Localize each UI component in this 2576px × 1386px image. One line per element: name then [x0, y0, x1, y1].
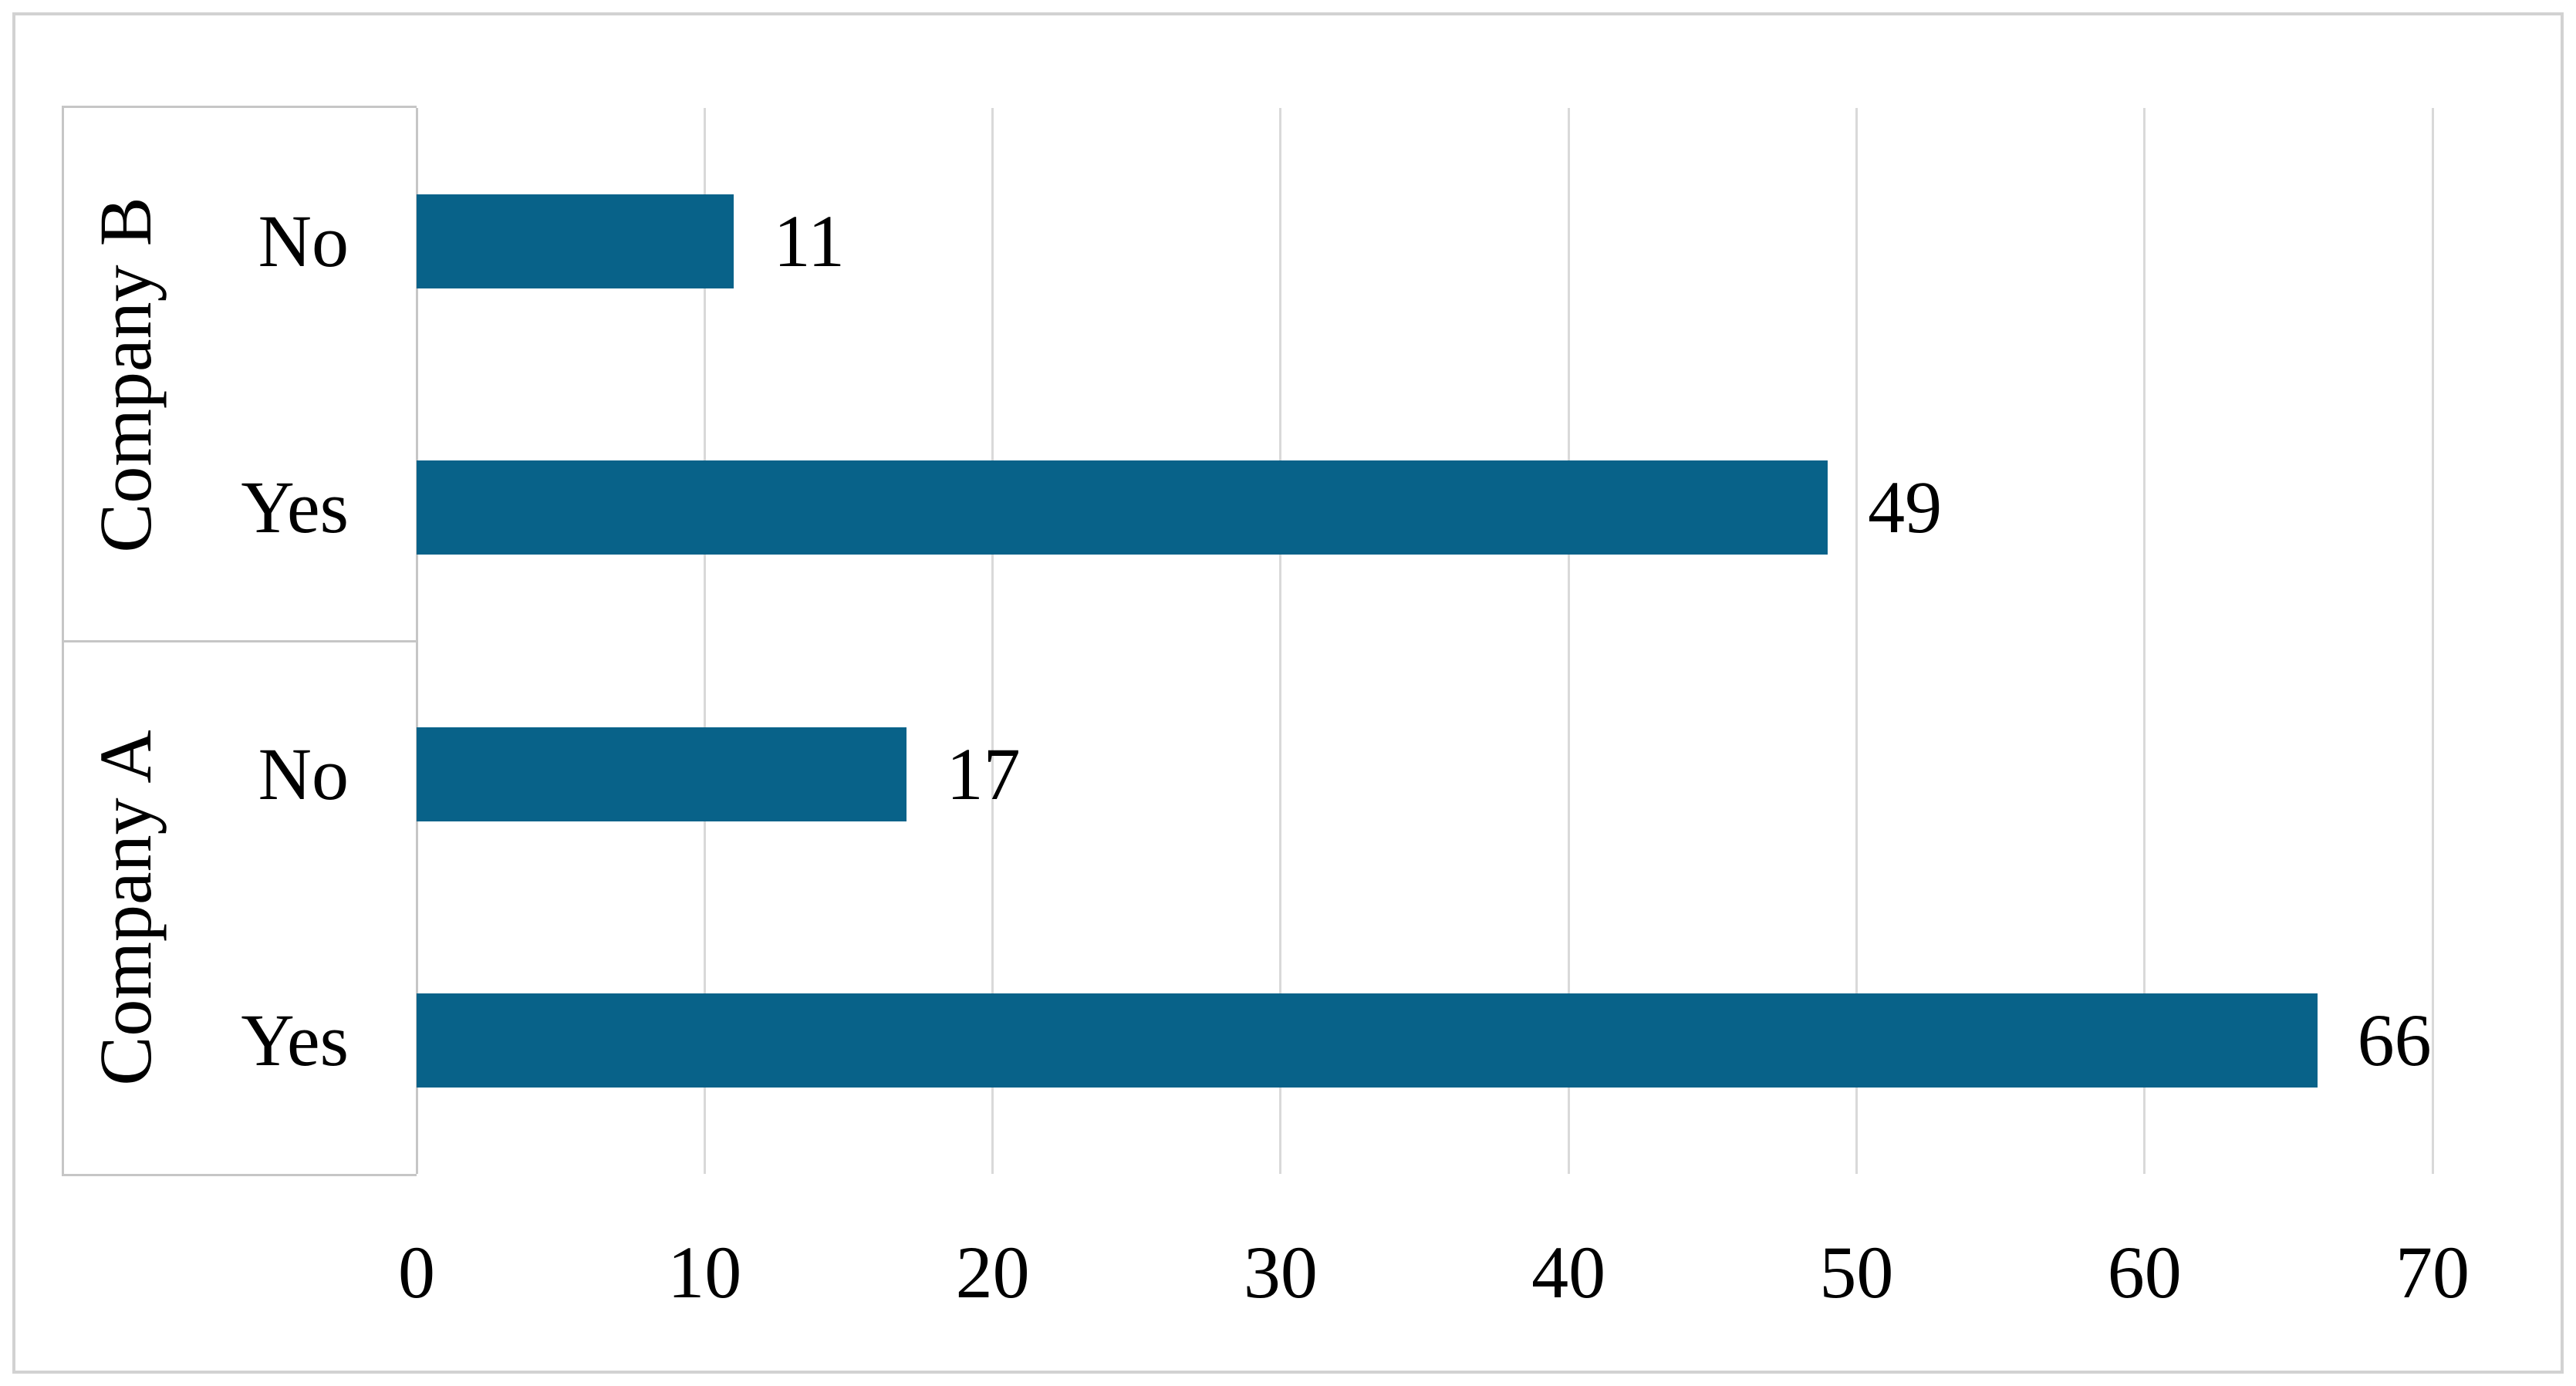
gridline [1279, 108, 1282, 1174]
data-label: 11 [773, 199, 846, 282]
x-axis-tick-label: 60 [2107, 1231, 2182, 1313]
category-tick-label: Yes [241, 466, 349, 549]
category-tick-label: Yes [241, 999, 349, 1082]
category-column-bottom-line [62, 1174, 417, 1176]
gridline [2143, 108, 2146, 1174]
x-axis-tick-label: 50 [1819, 1231, 1894, 1313]
category-group-divider-line [62, 639, 417, 642]
data-label: 17 [946, 732, 1021, 815]
gridline [1567, 108, 1570, 1174]
x-axis-tick-label: 0 [398, 1231, 435, 1313]
data-bar [417, 194, 734, 288]
category-tick-label: No [258, 199, 349, 282]
data-bar [417, 993, 2318, 1088]
data-label: 49 [1868, 466, 1943, 549]
value-axis-line [415, 108, 418, 1174]
category-column-top-line [62, 106, 417, 108]
gridline [703, 108, 706, 1174]
category-tick-label: No [258, 732, 349, 815]
x-axis-tick-label: 40 [1531, 1231, 1606, 1313]
data-bar [417, 460, 1828, 555]
gridline [991, 108, 994, 1174]
gridline [2431, 108, 2434, 1174]
x-axis-tick-label: 30 [1243, 1231, 1318, 1313]
group-axis-label: Company B [84, 196, 167, 553]
group-axis-label: Company A [84, 729, 167, 1086]
x-axis-tick-label: 70 [2395, 1231, 2470, 1313]
gridline [1855, 108, 1858, 1174]
x-axis-tick-label: 20 [955, 1231, 1030, 1313]
data-bar [417, 727, 906, 821]
x-axis-tick-label: 10 [667, 1231, 742, 1313]
data-label: 66 [2357, 999, 2432, 1082]
